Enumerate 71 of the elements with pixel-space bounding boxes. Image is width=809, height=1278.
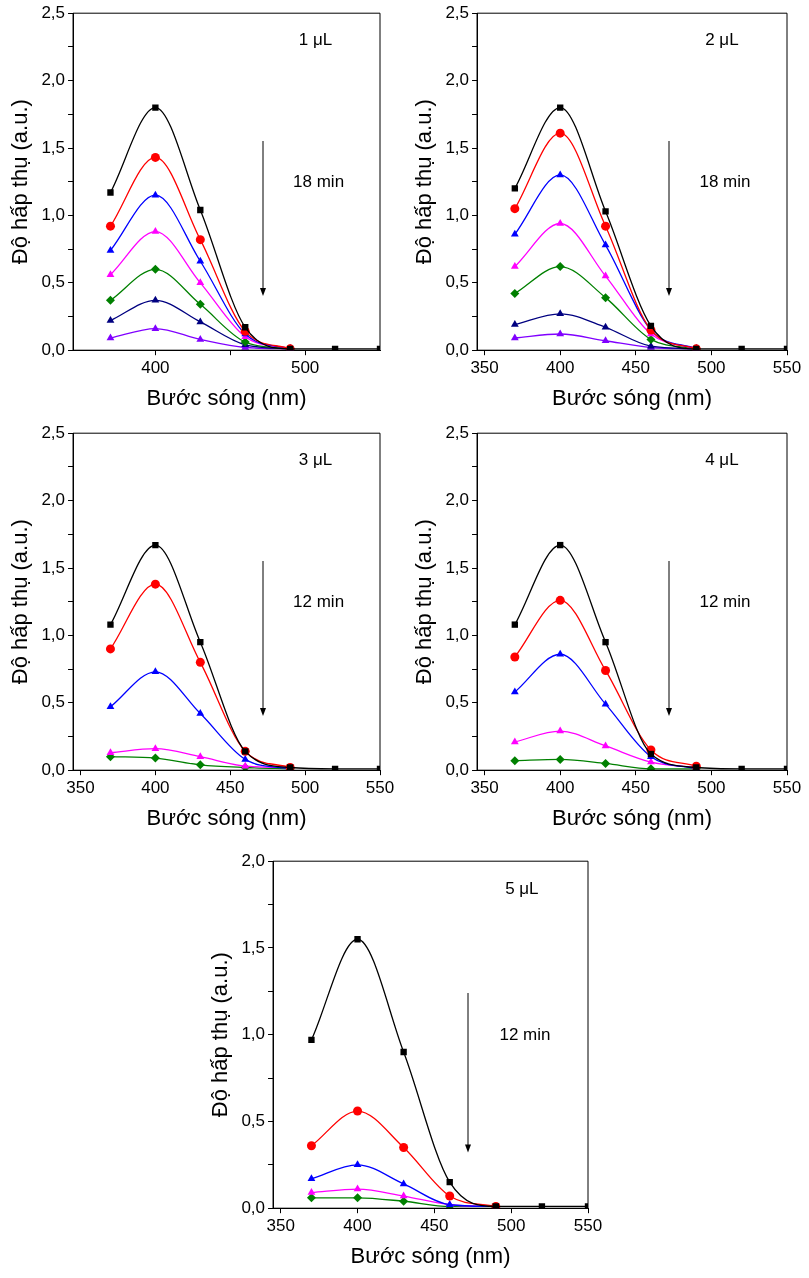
y-tick-label: 2,0 [445,490,470,510]
x-tick-label: 450 [621,778,650,798]
x-tick-label: 550 [772,778,802,798]
x-tick-label: 550 [365,778,395,798]
x-axis-title: Bước sóng (nm) [350,1242,511,1268]
y-tick-label: 2,5 [41,2,66,22]
annotation: 12 min [699,591,751,612]
x-tick-label: 400 [546,358,575,378]
x-tick-label: 350 [470,778,499,798]
x-tick-label: 450 [621,358,650,378]
y-tick-label: 1,0 [445,205,470,225]
x-tick-label: 350 [66,778,95,798]
x-tick-label: 450 [216,778,245,798]
y-tick-label: 2,5 [445,422,470,442]
annotation: 4 μL [705,450,739,471]
y-tick-label: 0,5 [445,272,470,292]
annotation: 12 min [293,591,345,612]
annotation: 5 μL [505,878,539,899]
y-tick-label: 0,5 [41,692,66,712]
y-axis-title: Độ hấp thụ (a.u.) [7,99,33,265]
x-tick-label: 350 [470,358,499,378]
y-tick-label: 0,0 [241,1197,266,1217]
x-axis-title: Bước sóng (nm) [146,804,307,830]
y-axis-title: Độ hấp thụ (a.u.) [411,99,437,265]
y-tick-label: 0,5 [445,692,470,712]
x-tick-label: 500 [697,358,726,378]
y-tick-label: 0,0 [41,339,66,359]
y-tick-label: 0,0 [445,759,470,779]
y-tick-label: 1,5 [41,137,66,157]
y-tick-label: 0,0 [41,759,66,779]
y-axis-title: Độ hấp thụ (a.u.) [207,952,233,1118]
y-tick-label: 2,0 [41,490,66,510]
x-tick-label: 550 [573,1216,603,1236]
y-tick-label: 1,5 [445,137,470,157]
y-tick-label: 2,0 [241,850,266,870]
y-axis-title: Độ hấp thụ (a.u.) [411,519,437,685]
annotation: 18 min [699,171,751,192]
x-tick-label: 450 [420,1216,449,1236]
x-tick-label: 500 [697,778,726,798]
x-axis-title: Bước sóng (nm) [552,804,713,830]
y-tick-label: 2,0 [445,70,470,90]
x-tick-label: 400 [141,778,170,798]
y-tick-label: 2,0 [41,70,66,90]
x-tick-label: 500 [290,358,320,378]
x-tick-label: 400 [141,358,170,378]
y-tick-label: 1,5 [445,557,470,577]
x-tick-label: 400 [343,1216,372,1236]
annotation: 2 μL [705,30,739,51]
y-tick-label: 1,5 [241,937,266,957]
y-tick-label: 0,0 [445,339,470,359]
annotation: 18 min [293,171,345,192]
y-tick-label: 1,0 [445,625,470,645]
x-tick-label: 500 [290,778,320,798]
y-tick-label: 1,0 [41,625,66,645]
y-tick-label: 1,0 [241,1024,266,1044]
y-tick-label: 1,0 [41,205,66,225]
x-axis-title: Bước sóng (nm) [552,384,713,410]
x-tick-label: 400 [546,778,575,798]
y-tick-label: 2,5 [445,2,470,22]
x-tick-label: 350 [266,1216,295,1236]
x-axis-title: Bước sóng (nm) [146,384,307,410]
x-tick-label: 550 [772,358,802,378]
y-tick-label: 1,5 [41,557,66,577]
annotation: 3 μL [298,450,333,471]
y-tick-label: 2,5 [41,422,66,442]
y-axis-title: Độ hấp thụ (a.u.) [7,519,33,685]
annotation: 12 min [499,1024,551,1045]
x-tick-label: 500 [496,1216,526,1236]
annotation: 1 μL [298,30,333,51]
y-tick-label: 0,5 [241,1111,266,1131]
y-tick-label: 0,5 [41,272,66,292]
